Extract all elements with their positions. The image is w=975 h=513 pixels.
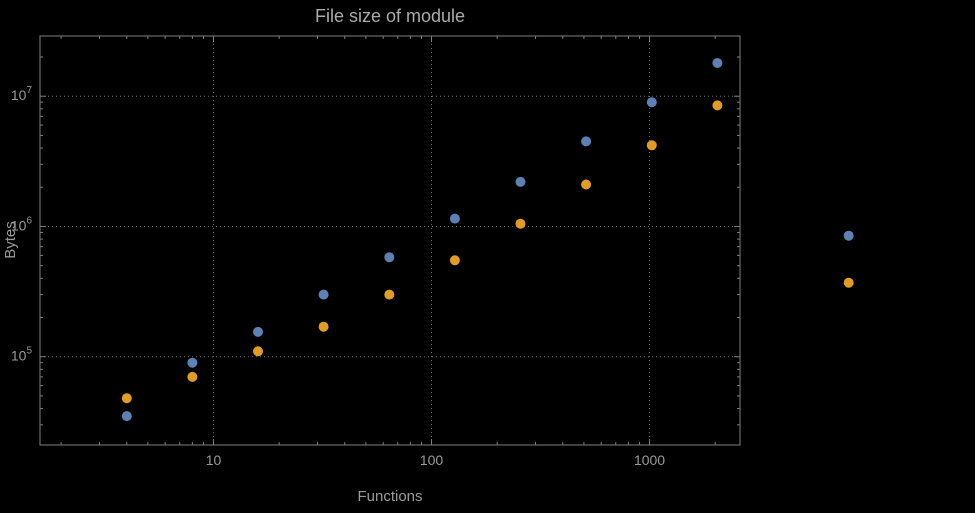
data-point-blue-series bbox=[187, 357, 198, 368]
data-point-orange-series bbox=[253, 346, 263, 357]
data-point-blue-series bbox=[712, 58, 723, 68]
y-tick-label: 105 bbox=[11, 346, 33, 364]
data-point-orange-series bbox=[712, 100, 723, 111]
x-tick-label: 100 bbox=[420, 452, 444, 468]
data-point-blue-series bbox=[515, 176, 526, 187]
data-point-blue-series bbox=[581, 136, 592, 147]
data-point-orange-series bbox=[384, 289, 395, 300]
data-point-orange-series bbox=[843, 277, 854, 288]
data-point-blue-series bbox=[843, 230, 854, 241]
data-point-blue-series bbox=[449, 213, 460, 224]
data-point-orange-series bbox=[646, 140, 657, 151]
x-axis-label: Functions bbox=[357, 488, 423, 505]
data-point-orange-series bbox=[121, 393, 132, 404]
data-point-orange-series bbox=[187, 371, 198, 382]
data-point-orange-series bbox=[581, 179, 592, 190]
data-point-orange-series bbox=[515, 218, 526, 229]
x-tick-label: 10 bbox=[206, 452, 222, 468]
y-tick-label: 107 bbox=[11, 85, 33, 103]
y-tick-label: 106 bbox=[11, 215, 33, 233]
data-point-blue-series bbox=[121, 411, 132, 422]
data-point-blue-series bbox=[318, 289, 329, 300]
data-point-blue-series bbox=[646, 97, 657, 108]
data-point-orange-series bbox=[449, 255, 460, 266]
data-point-blue-series bbox=[384, 252, 395, 263]
chart-title: File size of module bbox=[314, 6, 466, 26]
plot-frame bbox=[39, 35, 741, 446]
data-point-orange-series bbox=[318, 321, 329, 332]
x-tick-label: 1000 bbox=[634, 452, 665, 468]
data-point-blue-series bbox=[253, 326, 263, 337]
